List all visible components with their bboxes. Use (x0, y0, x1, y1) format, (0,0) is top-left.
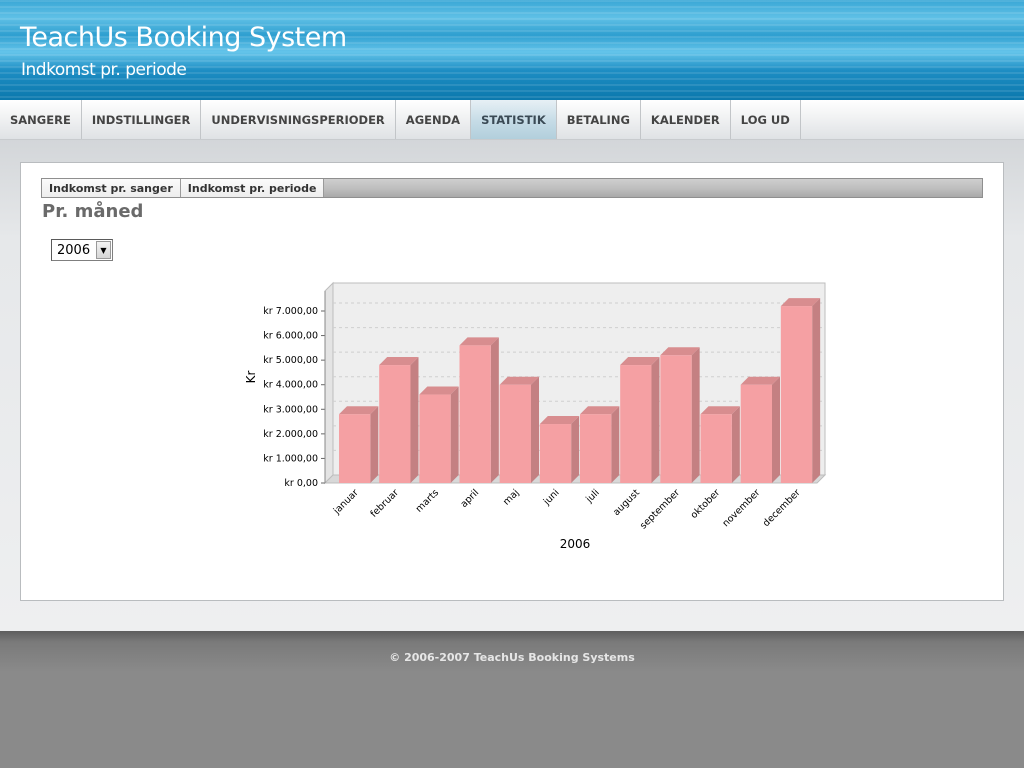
x-tick-label: april (459, 487, 482, 510)
bar-side (611, 406, 620, 483)
nav-item-indstillinger[interactable]: INDSTILLINGER (82, 100, 202, 139)
bar-side (450, 386, 459, 483)
bar (780, 306, 813, 483)
y-tick-label: kr 3.000,00 (263, 404, 318, 415)
footer-copyright: © 2006-2007 TeachUs Booking Systems (389, 651, 635, 664)
y-axis-title: Kr (244, 371, 258, 384)
bar (580, 414, 612, 483)
nav-item-undervisningsperioder[interactable]: UNDERVISNINGSPERIODER (201, 100, 396, 139)
nav-item-kalender[interactable]: KALENDER (641, 100, 731, 139)
bar-top (660, 347, 700, 356)
nav-item-betaling[interactable]: BETALING (557, 100, 641, 139)
header: TeachUs Booking System Indkomst pr. peri… (0, 0, 1024, 100)
subtab-income-per-singer[interactable]: Indkomst pr. sanger (42, 179, 181, 197)
app-title: TeachUs Booking System (20, 22, 347, 53)
x-tick-label: juni (541, 487, 562, 508)
bar-top (379, 357, 419, 366)
y-tick-label: kr 0,00 (284, 478, 318, 489)
bar (620, 365, 652, 483)
bar-top (740, 376, 780, 385)
footer: © 2006-2007 TeachUs Booking Systems (0, 631, 1024, 768)
bar-top (459, 337, 499, 346)
bar-side (410, 357, 419, 483)
subtab-bar: Indkomst pr. sanger Indkomst pr. periode (41, 178, 983, 198)
x-tick-label: marts (414, 487, 441, 514)
y-tick-label: kr 2.000,00 (263, 429, 318, 440)
bar-top (620, 357, 660, 366)
x-tick-label: december (761, 487, 803, 529)
bar-side (370, 406, 379, 483)
bar-top (419, 386, 459, 395)
bar-top (700, 406, 740, 415)
bar (499, 384, 531, 483)
bar (419, 394, 451, 483)
section-title: Pr. måned (42, 201, 144, 222)
x-tick-label: august (611, 487, 642, 518)
bar (379, 365, 411, 483)
bar-side (771, 376, 780, 483)
year-select-value: 2006 (57, 242, 91, 258)
dropdown-arrow-icon[interactable]: ▼ (96, 241, 111, 259)
bar-top (780, 298, 821, 307)
bar (539, 424, 572, 483)
bar (740, 384, 772, 483)
bar-top (499, 376, 539, 385)
x-tick-label: juli (583, 487, 601, 505)
x-axis-title: 2006 (560, 537, 591, 551)
y-tick-label: kr 1.000,00 (263, 453, 318, 464)
y-tick-label: kr 4.000,00 (263, 380, 318, 391)
nav-item-statistik[interactable]: STATISTIK (471, 100, 557, 139)
x-tick-label: maj (501, 487, 521, 507)
nav-item-agenda[interactable]: AGENDA (396, 100, 472, 139)
bar-side (490, 337, 499, 483)
bar (459, 345, 491, 483)
year-select[interactable]: 2006 ▼ (51, 239, 113, 261)
bar-side (731, 406, 740, 483)
y-tick-label: kr 6.000,00 (263, 331, 318, 342)
main-nav: SANGERE INDSTILLINGER UNDERVISNINGSPERIO… (0, 100, 1024, 140)
bar-side (691, 347, 700, 483)
y-tick-label: kr 5.000,00 (263, 355, 318, 366)
x-tick-label: oktober (689, 487, 723, 521)
x-tick-label: januar (331, 487, 361, 517)
nav-item-sangere[interactable]: SANGERE (0, 100, 82, 139)
bar-side (651, 357, 660, 483)
bar-top (539, 416, 580, 425)
bar-side (812, 298, 821, 483)
bar-side (571, 416, 580, 483)
bar-top (580, 406, 620, 415)
bar-top (339, 406, 379, 415)
x-tick-label: november (720, 487, 762, 529)
bar-side (530, 376, 539, 483)
page-area: Indkomst pr. sanger Indkomst pr. periode… (0, 140, 1024, 631)
plot-left-wall (324, 281, 334, 485)
y-tick-label: kr 7.000,00 (263, 306, 318, 317)
x-tick-label: september (638, 487, 682, 531)
bar (339, 414, 371, 483)
page-subtitle: Indkomst pr. periode (21, 60, 187, 80)
income-bar-chart: kr 0,00 kr 1.000,00 kr 2.000,00 kr 3.000,00… (244, 281, 827, 551)
bar (660, 355, 692, 483)
subtab-income-per-period[interactable]: Indkomst pr. periode (180, 179, 325, 197)
nav-item-log-ud[interactable]: LOG UD (731, 100, 801, 139)
content-panel: Indkomst pr. sanger Indkomst pr. periode… (20, 162, 1004, 601)
x-tick-label: februar (369, 487, 402, 520)
bar (700, 414, 732, 483)
